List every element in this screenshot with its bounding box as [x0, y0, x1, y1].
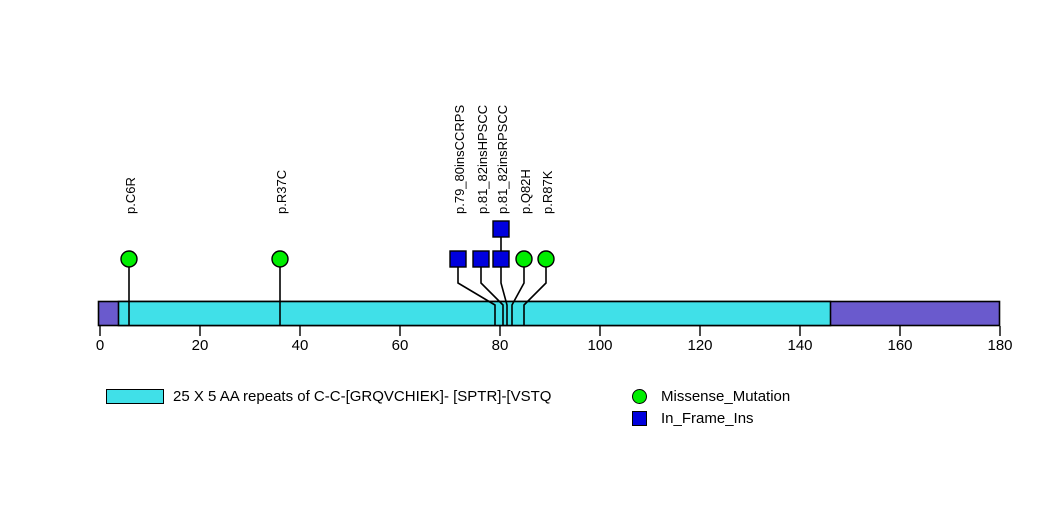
lollipop-marker-81-82insrpscc-lower[interactable] [492, 250, 510, 268]
axis-tick-label-80: 80 [491, 337, 509, 354]
legend-swatch-domain [106, 389, 164, 404]
axis-tick-label-0: 0 [95, 337, 105, 354]
lollipop-marker-79-80insccrps[interactable] [449, 250, 467, 268]
axis-tick-label-60: 60 [391, 337, 409, 354]
domain-region-repeats[interactable] [117, 300, 832, 327]
lollipop-stem-r87k [523, 259, 547, 326]
lollipop-label-81-82insrpscc: p.81_82insRPSCC [495, 104, 510, 214]
axis-tick-label-160: 160 [887, 337, 913, 354]
lollipop-label-c6r: p.C6R [123, 177, 138, 214]
legend-label-missense: Missense_Mutation [661, 388, 791, 405]
lollipop-stem-79-80insccrps [457, 259, 496, 326]
axis-tick-label-20: 20 [191, 337, 209, 354]
lollipop-marker-c6r[interactable] [120, 250, 138, 268]
legend-swatch-inframe [632, 411, 647, 426]
lollipop-stem-q82h [511, 259, 525, 326]
lollipop-marker-q82h[interactable] [515, 250, 533, 268]
lollipop-stem-81-82inshpscc [480, 259, 504, 326]
legend-label-inframe: In_Frame_Ins [661, 410, 754, 427]
lollipop-label-r37c: p.R37C [274, 169, 289, 214]
lollipop-marker-r87k[interactable] [537, 250, 555, 268]
lollipop-label-r87k: p.R87K [540, 170, 555, 214]
axis-tick-label-140: 140 [787, 337, 813, 354]
lollipop-label-q82h: p.Q82H [518, 169, 533, 214]
lollipop-marker-81-82inshpscc[interactable] [472, 250, 490, 268]
lollipop-marker-81-82insrpscc[interactable] [492, 220, 510, 238]
lollipop-label-79-80insccrps: p.79_80insCCRPS [452, 104, 467, 214]
axis-tick-label-120: 120 [687, 337, 713, 354]
legend-label-domain: 25 X 5 AA repeats of C-C-[GRQVCHIEK]- [S… [173, 388, 552, 405]
x-axis-ticks [99, 326, 1001, 336]
lollipop-label-81-82inshpscc: p.81_82insHPSCC [475, 104, 490, 214]
axis-tick-label-180: 180 [987, 337, 1013, 354]
lollipop-marker-r37c[interactable] [271, 250, 289, 268]
axis-tick-label-40: 40 [291, 337, 309, 354]
legend-swatch-missense [632, 389, 647, 404]
axis-tick-label-100: 100 [587, 337, 613, 354]
